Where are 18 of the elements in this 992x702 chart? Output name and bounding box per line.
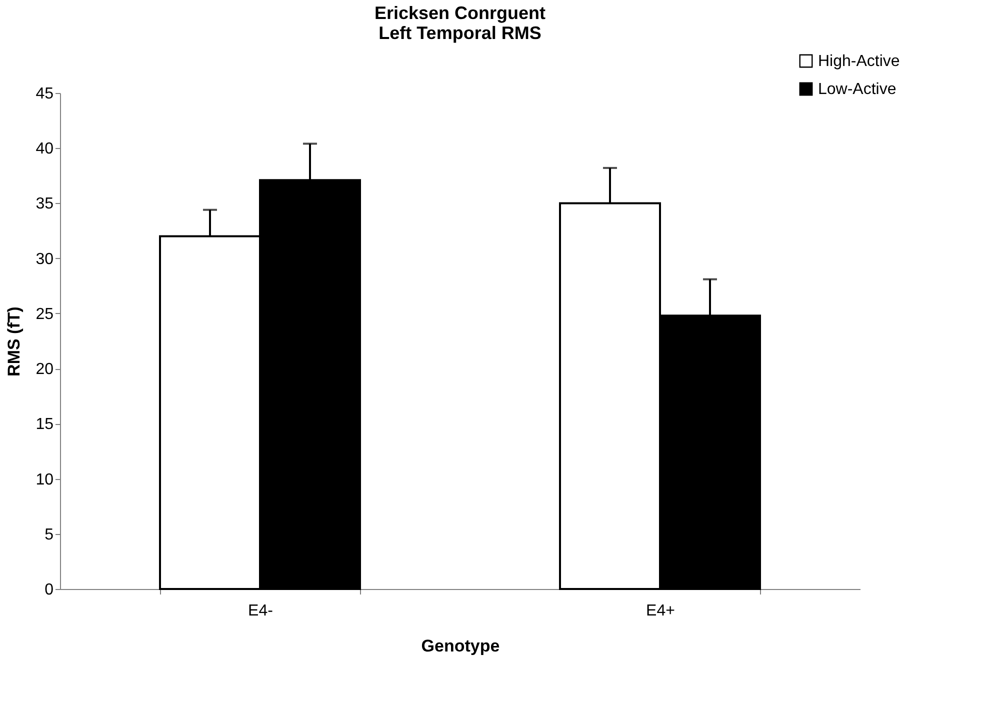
text: Left Temporal RMS <box>378 23 542 43</box>
y-tick-label: 5 <box>44 526 54 544</box>
y-tick-label: 0 <box>44 582 54 598</box>
y-tick-label: 35 <box>36 196 54 213</box>
y-tick-label: 25 <box>36 306 54 323</box>
y-tick-label: 10 <box>36 471 54 488</box>
y-axis-title: RMS (fT) <box>4 306 24 376</box>
y-tick-label: 15 <box>36 416 54 434</box>
x-tick-label: E4- <box>248 602 273 620</box>
x-axis-title: Genotype <box>421 636 500 656</box>
legend-label: High-Active <box>818 53 900 70</box>
legend-label: Low-Active <box>818 81 896 98</box>
y-tick-label: 40 <box>36 140 54 158</box>
y-tick-label: 30 <box>36 250 54 268</box>
text: Ericksen Conrguent <box>374 3 546 23</box>
y-tick-label: 45 <box>36 86 54 102</box>
y-tick-label: 20 <box>36 361 54 378</box>
x-tick-label: E4+ <box>646 602 675 620</box>
